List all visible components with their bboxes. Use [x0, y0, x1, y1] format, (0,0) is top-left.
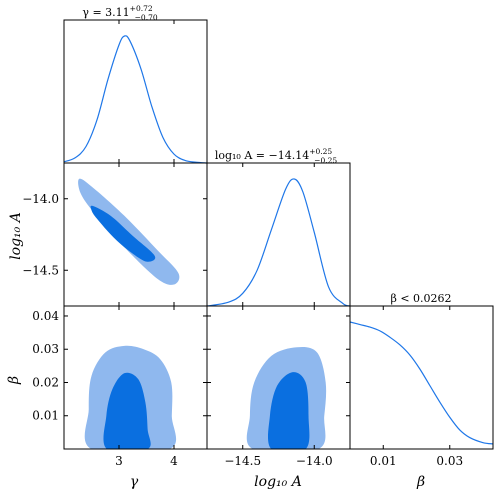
xlabel-logA: log₁₀ A [254, 474, 302, 490]
panel-logA-marginal [206, 162, 351, 307]
xlabel-beta: β [416, 474, 425, 490]
y-tick-label: 0.02 [32, 375, 59, 389]
x-tick-label: 3 [115, 454, 123, 468]
y-tick-label: 0.04 [32, 309, 59, 323]
panel-beta-marginal: 0.01 0.03 [349, 305, 494, 468]
contour-68-logA_beta [268, 372, 310, 449]
x-tick-label: −14.0 [296, 454, 333, 468]
contour-68-gamma_logA [90, 205, 156, 262]
title-logA: log₁₀ A = −14.14+0.25 −0.25 [215, 147, 338, 165]
xlabel-gamma: γ [130, 474, 139, 490]
x-tick-label: 0.01 [370, 454, 397, 468]
y-tick-label: 0.03 [32, 342, 59, 356]
ylabel-beta: β [6, 376, 22, 385]
ylabel-logA: log₁₀ A [8, 212, 24, 260]
marginal-curve-beta [349, 321, 494, 445]
title-logA-sub: −0.25 [314, 156, 337, 165]
title-gamma: γ = 3.11+0.72 −0.70 [82, 4, 157, 22]
title-logA-main: log₁₀ A = −14.14 [215, 149, 309, 162]
panel-frame [349, 305, 494, 450]
y-tick-label: 0.01 [32, 409, 59, 423]
panel-frame [206, 162, 351, 307]
contour-68-gamma_beta [103, 372, 151, 449]
x-tick-label: 4 [170, 454, 178, 468]
x-tick-label: −14.5 [224, 454, 261, 468]
title-beta: β < 0.0262 [390, 292, 451, 305]
panel-gamma-logA-joint: −14.0 −14.5 [22, 162, 208, 307]
marginal-curve-logA [206, 178, 351, 307]
x-tick-label: 0.03 [436, 454, 463, 468]
y-tick-label: −14.0 [22, 192, 59, 206]
title-gamma-main: γ = 3.11 [82, 6, 129, 19]
contour-95-gamma_logA [78, 178, 180, 285]
marginal-curve-gamma [63, 35, 208, 164]
title-logA-sup: +0.25 [309, 147, 332, 156]
panel-gamma-marginal [63, 19, 208, 164]
title-beta-main: β < 0.0262 [390, 292, 451, 305]
title-gamma-sup: +0.72 [130, 4, 153, 13]
panel-frame [63, 19, 208, 164]
y-tick-label: −14.5 [22, 263, 59, 277]
title-gamma-sub: −0.70 [135, 13, 158, 22]
panel-logA-beta-joint: −14.5 −14.0 [206, 305, 351, 468]
panel-gamma-beta-joint: 3 4 0.01 0.02 0.03 0.04 [32, 305, 208, 468]
